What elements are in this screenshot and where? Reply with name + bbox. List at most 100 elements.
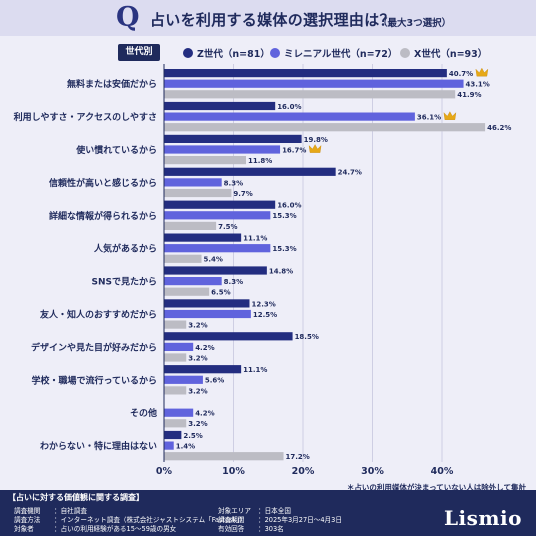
data-label: 17.2% xyxy=(286,453,310,461)
data-label: 16.0% xyxy=(277,103,301,111)
bar xyxy=(164,123,486,132)
data-label: 15.3% xyxy=(272,212,296,220)
bar xyxy=(164,287,210,296)
bar xyxy=(164,221,217,230)
bar xyxy=(164,233,242,242)
data-label: 8.3% xyxy=(224,179,243,187)
survey-row: 調査機関 ：自社調査 xyxy=(14,505,87,515)
bar xyxy=(164,156,247,165)
bar xyxy=(164,244,271,253)
survey-row-label: 調査方法 xyxy=(14,516,41,524)
bar xyxy=(164,320,187,329)
data-label: 12.3% xyxy=(251,300,275,308)
chart-subtitle: （最大3つ選択） xyxy=(378,18,452,29)
survey-row-value: ：日本全国 xyxy=(258,507,291,515)
data-label: 14.8% xyxy=(269,267,293,275)
chart-title: 占いを利用する媒体の選択理由は？ xyxy=(150,11,395,29)
bar xyxy=(164,375,203,384)
x-tick-label: 10% xyxy=(222,466,245,477)
lismio-logo: Lismio xyxy=(443,506,522,530)
bar xyxy=(164,277,222,286)
survey-row: 対象エリア ：日本全国 xyxy=(218,505,291,515)
bar xyxy=(164,167,336,176)
bar xyxy=(164,386,187,395)
data-label: 6.5% xyxy=(211,289,230,297)
survey-row-label: 調査期間 xyxy=(218,516,245,524)
data-label: 41.9% xyxy=(457,91,481,99)
bar xyxy=(164,200,276,209)
survey-row: 有効回答 ：303名 xyxy=(218,523,284,533)
survey-row-value: ：303名 xyxy=(258,525,284,533)
footnote: ＊占いの利用媒体が決まっていない人は除外して集計 xyxy=(346,483,526,492)
category-label: 信頼性が高いと感じるから xyxy=(49,177,157,189)
category-label: SNSで見たから xyxy=(92,277,158,288)
data-label: 5.6% xyxy=(205,377,224,385)
legend-label: Z世代（n=81） xyxy=(197,49,270,60)
data-label: 2.5% xyxy=(183,432,202,440)
bar xyxy=(164,266,267,275)
bar xyxy=(164,188,232,198)
bar xyxy=(164,430,182,440)
bar xyxy=(164,452,284,461)
data-label: 3.2% xyxy=(188,420,207,428)
bar xyxy=(164,342,194,351)
data-label: 9.7% xyxy=(233,190,252,198)
data-label: 43.1% xyxy=(466,81,490,89)
category-label: 友人・知人のおすすめだから xyxy=(40,309,157,321)
x-tick-label: 40% xyxy=(431,466,454,477)
crown-icon xyxy=(443,111,457,120)
data-label: 11.1% xyxy=(243,366,267,374)
bar-chart: 0% 10% 20% 30% 40% 無料または安価だから 40.7% 43.1% 41.9% 利… xyxy=(13,64,511,477)
data-label: 5.4% xyxy=(204,256,223,264)
category-label: デザインや見た目が好みだから xyxy=(31,341,157,353)
bar xyxy=(164,145,281,154)
category-label: 使い慣れているから xyxy=(75,144,157,156)
survey-row-value: ：自社調査 xyxy=(54,507,87,515)
data-label: 36.1% xyxy=(417,114,441,122)
data-label: 12.5% xyxy=(253,311,277,319)
bar xyxy=(164,309,251,319)
data-label: 16.7% xyxy=(282,146,306,154)
category-label: 利用しやすさ・アクセスのしやすさ xyxy=(13,111,157,123)
data-label: 18.5% xyxy=(295,333,319,341)
legend-label: X世代（n=93） xyxy=(414,49,488,60)
x-tick-label: 0% xyxy=(156,466,173,477)
survey-row-value: ：占いの利用経験がある15～59歳の男女 xyxy=(54,525,177,533)
data-label: 24.7% xyxy=(338,169,362,177)
data-label: 7.5% xyxy=(218,223,237,231)
survey-footer: 【占いに対する価値観に関する調査】 調査機関 ：自社調査 調査方法 ：インターネット… xyxy=(0,490,536,536)
legend-dot-icon xyxy=(270,48,280,58)
bar xyxy=(164,134,302,143)
bar xyxy=(164,178,222,187)
survey-row-label: 対象エリア xyxy=(218,507,251,515)
bar xyxy=(164,365,242,374)
category-label: 学校・職場で流行っているから xyxy=(31,374,157,386)
category-label: 無料または安価だから xyxy=(67,78,157,90)
data-label: 3.2% xyxy=(188,322,207,330)
survey-row: 調査方法 ：インターネット調査（株式会社ジャストシステム「Fastask」） xyxy=(14,514,246,524)
bar xyxy=(164,408,194,417)
data-label: 46.2% xyxy=(487,124,511,132)
bar xyxy=(164,211,271,220)
bar xyxy=(164,69,447,78)
bar xyxy=(164,112,415,121)
bar xyxy=(164,101,276,111)
crown-icon xyxy=(308,144,322,153)
bar xyxy=(164,79,464,88)
category-label: その他 xyxy=(130,407,157,419)
data-label: 4.2% xyxy=(195,344,214,352)
data-label: 11.1% xyxy=(243,235,267,243)
bar xyxy=(164,299,250,308)
survey-row: 調査期間 ：2025年3月27日～4月3日 xyxy=(218,514,342,524)
legend-dot-icon xyxy=(400,48,410,58)
legend-tag: 世代別 xyxy=(118,44,160,61)
x-tick-label: 30% xyxy=(361,466,384,477)
legend-item-z: Z世代（n=81） xyxy=(183,46,270,60)
bar xyxy=(164,90,456,99)
survey-row-value: ：2025年3月27日～4月3日 xyxy=(258,516,342,524)
legend-item-x: X世代（n=93） xyxy=(400,46,487,60)
bar xyxy=(164,441,174,450)
category-label: わからない・特に理由はない xyxy=(40,440,157,452)
data-label: 4.2% xyxy=(195,410,214,418)
data-label: 3.2% xyxy=(188,354,207,362)
